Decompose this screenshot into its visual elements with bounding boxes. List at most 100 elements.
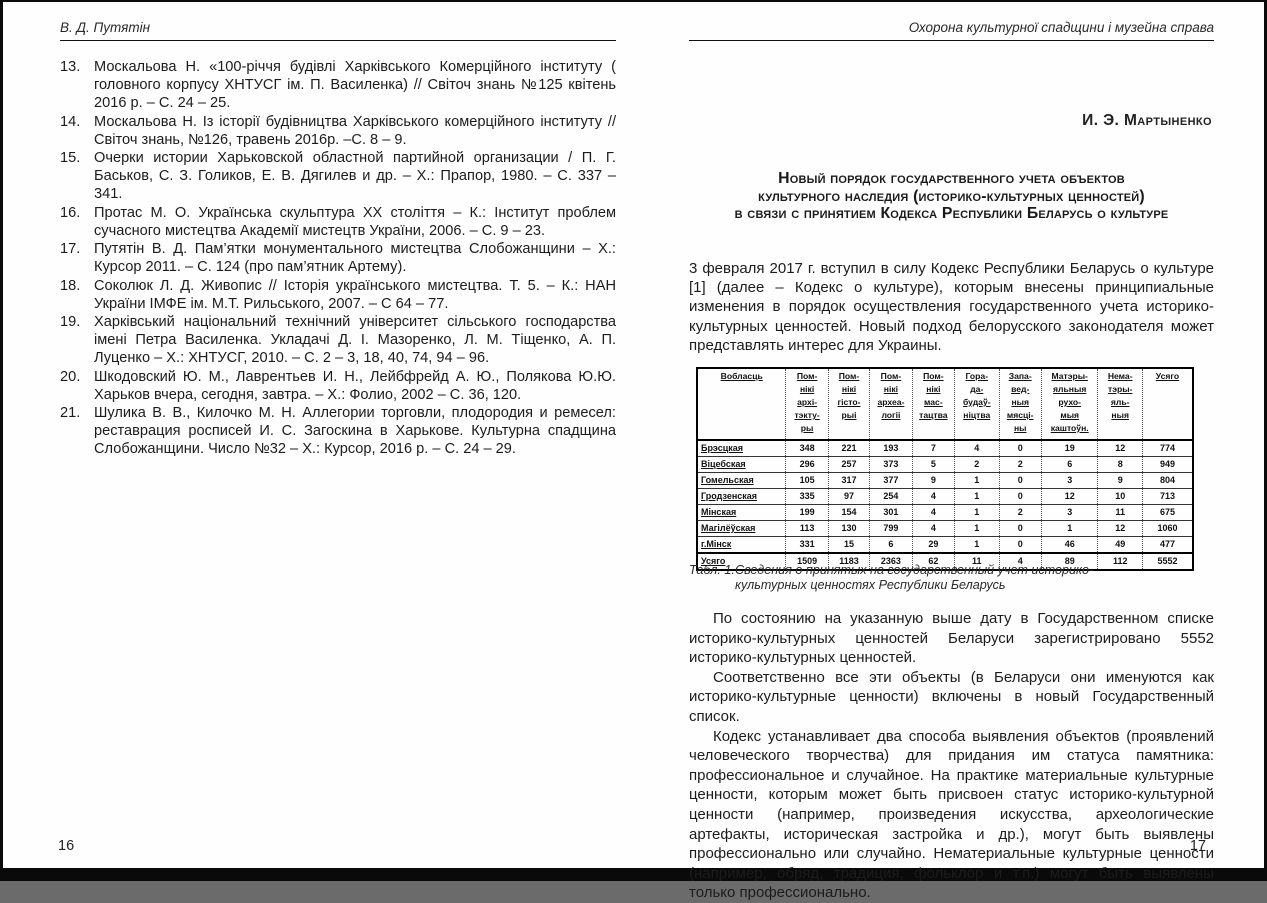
table-header-cell: Запа- вед- ныя мясці- ны	[998, 367, 1042, 441]
article-title-line: в связи с принятием Кодекса Республики Б…	[734, 205, 1169, 223]
value-cell: 1183	[827, 552, 871, 571]
region-cell: Усяго	[696, 552, 787, 571]
value-cell: 0	[998, 536, 1042, 554]
article-title-line: культурного наследия (историко-культурны…	[758, 187, 1145, 205]
value-cell: 1	[954, 520, 1000, 537]
value-cell: 4	[911, 504, 956, 521]
bibliography-item-number: 13.	[60, 59, 81, 75]
bibliography-item: 19. Харківський національний технічний ун…	[60, 313, 616, 367]
bibliography-item-text: Путятін В. Д. Пам’ятки монументального м…	[94, 241, 616, 275]
bibliography-item-text: Очерки истории Харьковской областной пар…	[94, 150, 616, 202]
bibliography-item-number: 16.	[60, 204, 81, 221]
value-cell: 5	[911, 456, 956, 473]
value-cell: 10	[1097, 488, 1143, 505]
region-cell: Брэсцкая	[696, 439, 787, 457]
table-total-row: Усяго 1509 1183 2363 62 11 4 89 112 5552	[696, 552, 1194, 571]
bibliography-item-number: 19.	[60, 314, 81, 330]
value-cell: 301	[869, 504, 913, 521]
bibliography-item: 14. Москальова Н. Із історії будівництва …	[60, 113, 616, 149]
bibliography-item: 13. Москальова Н. «100-річчя будівлі Харк…	[60, 58, 616, 112]
value-cell: 5552	[1141, 552, 1194, 571]
value-cell: 105	[785, 472, 829, 489]
table-header-row: Вобласць Пом- нікі архі- тэкту- ры Пом- ні…	[696, 367, 1194, 441]
value-cell: 331	[785, 536, 829, 554]
table-header-cell: Пом- нікі гісто- рыі	[827, 367, 871, 441]
value-cell: 113	[785, 520, 829, 537]
table-header-cell: Усяго	[1141, 367, 1194, 441]
value-cell: 1	[954, 536, 1000, 554]
table-header-cell: Гора- да- будаў- ніцтва	[954, 367, 1000, 441]
bibliography-item: 20. Шкодовский Ю. М., Лаврентьев И. Н., Л…	[60, 368, 616, 404]
region-cell: Мінская	[696, 504, 787, 521]
value-cell: 29	[911, 536, 956, 554]
table-row: Гомельская 105 317 377 9 1 0 3 9 804	[696, 472, 1194, 489]
value-cell: 2	[998, 456, 1042, 473]
bibliography-item-number: 15.	[60, 150, 81, 166]
region-cell: Гродзенская	[696, 488, 787, 505]
region-cell: Гомельская	[696, 472, 787, 489]
value-cell: 4	[954, 439, 1000, 457]
right-page-number: 17	[1189, 838, 1206, 854]
bibliography-list: 13. Москальова Н. «100-річчя будівлі Харк…	[60, 58, 616, 459]
right-running-head: Охорона культурної спадщини і музейна сп…	[689, 20, 1214, 41]
table-row: Гродзенская 335 97 254 4 1 0 12 10 713	[696, 488, 1194, 505]
value-cell: 49	[1097, 536, 1143, 554]
article-author: И. Э. Мартыненко	[1082, 112, 1212, 129]
value-cell: 377	[869, 472, 913, 489]
value-cell: 1	[1040, 520, 1099, 537]
value-cell: 6	[869, 536, 913, 554]
value-cell: 8	[1097, 456, 1143, 473]
statistics-table-wrap: Вобласць Пом- нікі архі- тэкту- ры Пом- ні…	[696, 367, 1194, 571]
region-cell: г.Мінск	[696, 536, 787, 554]
value-cell: 675	[1141, 504, 1194, 521]
value-cell: 0	[998, 488, 1042, 505]
table-header-cell: Пом- нікі мас- тацтва	[911, 367, 956, 441]
value-cell: 11	[1097, 504, 1143, 521]
value-cell: 6	[1040, 456, 1099, 473]
value-cell: 257	[827, 456, 871, 473]
statistics-table: Вобласць Пом- нікі архі- тэкту- ры Пом- ні…	[696, 367, 1194, 571]
value-cell: 9	[911, 472, 956, 489]
left-page-number: 16	[58, 838, 75, 854]
left-running-head: В. Д. Путятін	[60, 20, 616, 41]
bibliography-item-number: 20.	[60, 368, 81, 385]
bibliography-item: 17. Путятін В. Д. Пам’ятки монументальног…	[60, 240, 616, 276]
bibliography-item-number: 17.	[60, 241, 81, 257]
value-cell: 7	[911, 439, 956, 457]
value-cell: 3	[1040, 472, 1099, 489]
table-row: Брэсцкая 348 221 193 7 4 0 19 12 774	[696, 439, 1194, 457]
bibliography-item: 15. Очерки истории Харьковской областной …	[60, 149, 616, 203]
article-title-line: Новый порядок государственного учета объ…	[778, 170, 1125, 187]
bibliography-item: 21. Шулика В. В., Килочко М. Н. Аллегории…	[60, 404, 616, 458]
value-cell: 254	[869, 488, 913, 505]
bibliography-item: 16. Протас М. О. Українська скульптура ХХ…	[60, 204, 616, 240]
bibliography-item-text: Соколюк Л. Д. Живопис // Історія українс…	[94, 277, 616, 312]
value-cell: 15	[827, 536, 871, 554]
region-cell: Віцебская	[696, 456, 787, 473]
bibliography-item-text: Шкодовский Ю. М., Лаврентьев И. Н., Лейб…	[94, 368, 616, 403]
value-cell: 713	[1141, 488, 1194, 505]
bibliography-item-number: 18.	[60, 277, 81, 294]
bibliography-item-number: 21.	[60, 405, 81, 421]
value-cell: 130	[827, 520, 871, 537]
value-cell: 4	[911, 488, 956, 505]
table-header-cell: Нема- тэры- яль- ныя	[1097, 367, 1143, 441]
value-cell: 2	[954, 456, 1000, 473]
value-cell: 4	[998, 552, 1042, 571]
value-cell: 12	[1040, 488, 1099, 505]
value-cell: 9	[1097, 472, 1143, 489]
value-cell: 3	[1040, 504, 1099, 521]
value-cell: 12	[1097, 520, 1143, 537]
table-caption: Табл. 1. Сведения о принятых на государс…	[689, 563, 1214, 593]
value-cell: 774	[1141, 439, 1194, 457]
value-cell: 1	[954, 472, 1000, 489]
value-cell: 4	[911, 520, 956, 537]
value-cell: 112	[1097, 552, 1143, 571]
table-caption-label: Табл. 1.	[689, 563, 735, 577]
value-cell: 154	[827, 504, 871, 521]
article-body: По состоянию на указанную выше дату в Го…	[689, 609, 1214, 903]
table-caption-text: Сведения о принятых на государственный у…	[735, 563, 1094, 592]
left-page: В. Д. Путятін 13. Москальова Н. «100-річч…	[60, 20, 616, 865]
value-cell: 12	[1097, 439, 1143, 457]
